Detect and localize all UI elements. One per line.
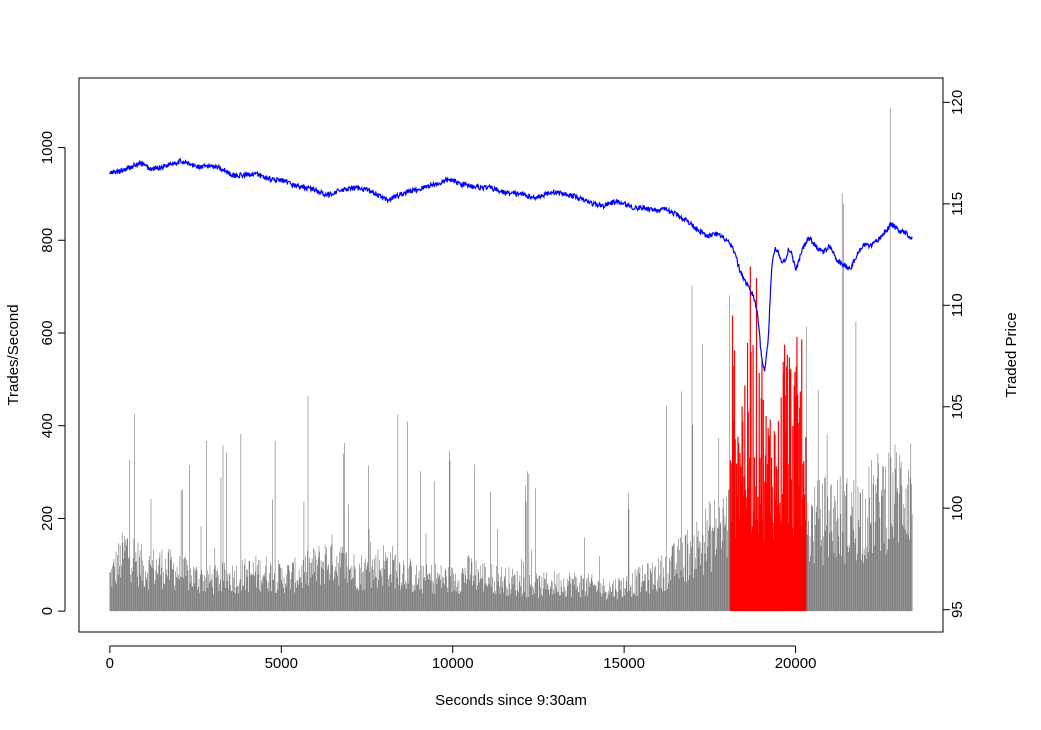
x-tick-label: 15000	[603, 655, 645, 672]
trade-rate-bars	[109, 107, 913, 612]
price-line-path	[109, 157, 913, 372]
x-tick-label: 0	[106, 655, 114, 672]
y-tick-label: 0	[39, 607, 56, 615]
traded-price-line	[109, 157, 913, 372]
x-axis-title: Seconds since 9:30am	[435, 692, 587, 709]
y-axis-right: 95 100 105 110 115 120	[942, 90, 966, 618]
y-tick-label: 800	[39, 228, 56, 253]
y-tick-label: 1000	[39, 131, 56, 164]
y2-tick-label: 95	[949, 601, 966, 618]
y-axis-title: Trades/Second	[5, 304, 22, 405]
x-tick-label: 10000	[432, 655, 474, 672]
y-tick-label: 600	[39, 320, 56, 345]
x-tick-label: 20000	[775, 655, 817, 672]
y2-tick-label: 100	[949, 496, 966, 521]
x-tick-label: 5000	[265, 655, 298, 672]
y2-tick-label: 115	[949, 192, 966, 216]
y2-tick-label: 110	[949, 293, 966, 317]
y-tick-label: 400	[39, 413, 56, 438]
y-tick-label: 200	[39, 506, 56, 531]
x-axis: 0 5000 10000 15000 20000	[106, 645, 817, 672]
y2-tick-label: 105	[949, 394, 966, 419]
y2-tick-label: 120	[949, 90, 966, 115]
y-axis-left: 0 200 400 600 800 1000	[39, 131, 66, 615]
y2-axis-title: Traded Price	[1003, 312, 1020, 397]
